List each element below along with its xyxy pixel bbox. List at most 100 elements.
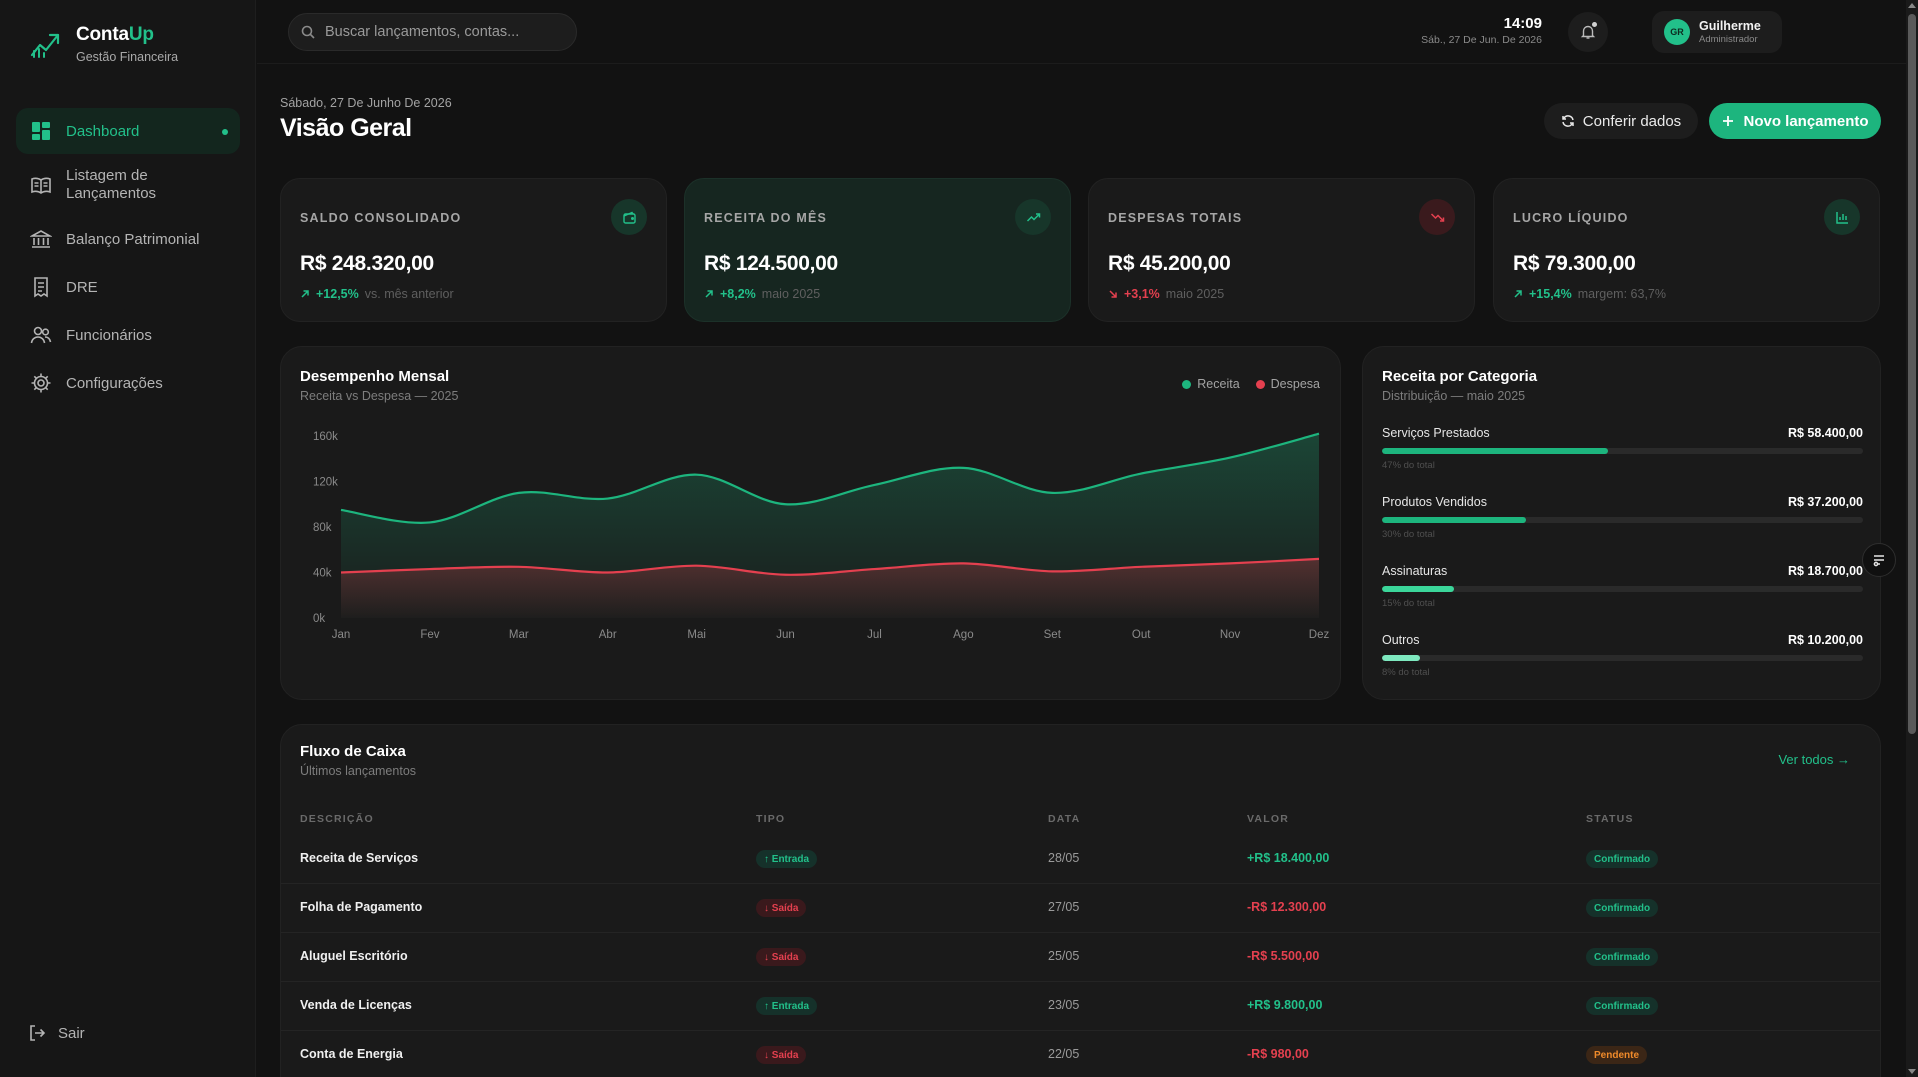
logout-button[interactable]: Sair (28, 1024, 85, 1042)
table-row[interactable]: Receita de Serviços ↑ Entrada 28/05 +R$ … (281, 835, 1880, 884)
column-header-status[interactable]: STATUS (1586, 813, 1634, 825)
category-item: Outros R$ 10.200,00 8% do total (1382, 633, 1863, 678)
sidebar-item-funcionarios[interactable]: Funcionários (16, 312, 240, 358)
row-date: 23/05 (1048, 998, 1080, 1012)
sidebar-item-dashboard[interactable]: Dashboard (16, 108, 240, 154)
active-indicator-dot (222, 129, 228, 135)
sidebar-item-dre[interactable]: DRE (16, 264, 240, 310)
category-amount: R$ 18.700,00 (1787, 564, 1863, 578)
legend-item-receita[interactable]: Receita (1182, 377, 1240, 391)
sidebar-item-listagem[interactable]: Listagem de Lançamentos (16, 156, 240, 214)
table-row[interactable]: Aluguel Escritório ↓ Saída 25/05 -R$ 5.5… (281, 933, 1880, 982)
category-progress-fill (1382, 517, 1527, 523)
kpi-pct: +3,1% (1124, 287, 1160, 301)
category-name: Assinaturas (1382, 564, 1448, 578)
see-all-link[interactable]: Ver todos → (1778, 752, 1850, 767)
cashflow-panel: Fluxo de Caixa Últimos lançamentos Ver t… (280, 724, 1881, 1077)
clock-date: Sáb., 27 De Jun. De 2026 (1421, 34, 1542, 46)
kpi-pct: +8,2% (720, 287, 756, 301)
user-menu[interactable]: GR Guilherme Administrador (1652, 11, 1782, 53)
logout-label: Sair (58, 1024, 85, 1042)
x-tick-label: Out (1132, 629, 1151, 641)
search-input[interactable] (325, 24, 565, 40)
status-badge: Confirmado (1586, 899, 1659, 917)
filter-settings-button[interactable] (1862, 543, 1896, 577)
status-badge: Pendente (1586, 1046, 1648, 1064)
x-tick-label: Fev (420, 629, 439, 641)
type-badge: ↓ Saída (756, 1046, 807, 1064)
brand-subtitle: Gestão Financeira (76, 50, 179, 64)
table-row[interactable]: Folha de Pagamento ↓ Saída 27/05 -R$ 12.… (281, 884, 1880, 933)
sidebar-item-configuracoes[interactable]: Configurações (16, 360, 240, 406)
scroll-up-arrow-icon[interactable] (1908, 3, 1916, 8)
new-entry-label: Novo lançamento (1743, 112, 1869, 130)
kpi-icon-badge (1419, 199, 1455, 235)
row-date: 27/05 (1048, 900, 1080, 914)
check-data-button[interactable]: Conferir dados (1544, 103, 1698, 139)
series-area-despesa (341, 558, 1319, 618)
page-scrollbar[interactable] (1906, 0, 1918, 1077)
row-date: 25/05 (1048, 949, 1080, 963)
category-share: 8% do total (1382, 667, 1430, 678)
sidebar-nav: Dashboard Listagem de Lançamentos Balanç… (16, 108, 240, 408)
sidebar-item-balanco[interactable]: Balanço Patrimonial (16, 216, 240, 262)
plus-icon (1723, 116, 1734, 126)
brand[interactable]: ContaUp Gestão Financeira (28, 24, 178, 64)
gear-icon (31, 373, 51, 393)
panel-title: Receita por Categoria (1382, 368, 1538, 385)
sidebar-item-label: Balanço Patrimonial (66, 230, 200, 248)
category-progress-fill (1382, 586, 1455, 592)
category-amount: R$ 10.200,00 (1787, 633, 1863, 647)
category-progress-track (1382, 448, 1863, 454)
wallet-icon (622, 211, 636, 224)
bar-chart-icon (1835, 211, 1848, 224)
row-date: 28/05 (1048, 851, 1080, 865)
x-tick-label: Jan (332, 629, 351, 641)
column-header-valor[interactable]: VALOR (1247, 813, 1289, 825)
column-header-data[interactable]: DATA (1048, 813, 1081, 825)
y-tick-label: 40k (313, 568, 332, 580)
kpi-card-receita: RECEITA DO MÊS R$ 124.500,00 +8,2% maio … (684, 178, 1071, 322)
table-row[interactable]: Venda de Licenças ↑ Entrada 23/05 +R$ 9.… (281, 982, 1880, 1031)
kpi-value: R$ 248.320,00 (300, 252, 434, 275)
table-row[interactable]: Conta de Energia ↓ Saída 22/05 -R$ 980,0… (281, 1031, 1880, 1077)
category-name: Outros (1382, 633, 1420, 647)
category-item: Produtos Vendidos R$ 37.200,00 30% do tot… (1382, 495, 1863, 540)
performance-panel: Desempenho Mensal Receita vs Despesa — 2… (280, 346, 1341, 700)
scroll-down-arrow-icon[interactable] (1908, 1069, 1916, 1074)
x-tick-label: Jul (867, 629, 882, 641)
kpi-label: DESPESAS TOTAIS (1108, 211, 1243, 225)
kpi-label: RECEITA DO MÊS (704, 211, 828, 225)
notifications-button[interactable] (1568, 12, 1608, 52)
kpi-value: R$ 124.500,00 (704, 252, 838, 275)
search-box[interactable] (288, 13, 577, 51)
column-header-tipo[interactable]: TIPO (756, 813, 786, 825)
y-tick-label: 80k (313, 522, 332, 534)
column-header-descricao[interactable]: DESCRIÇÃO (300, 813, 374, 825)
notification-dot (1592, 22, 1597, 27)
row-value: +R$ 18.400,00 (1247, 851, 1330, 865)
arrow-up-right-icon (301, 290, 309, 298)
user-role: Administrador (1699, 34, 1758, 45)
category-amount: R$ 58.400,00 (1787, 426, 1863, 440)
kpi-label: LUCRO LÍQUIDO (1513, 211, 1629, 225)
category-share: 15% do total (1382, 598, 1435, 609)
panel-subtitle: Distribuição — maio 2025 (1382, 389, 1526, 403)
type-badge: ↑ Entrada (756, 850, 818, 868)
receipt-icon (34, 277, 48, 298)
sliders-icon (1873, 555, 1884, 567)
legend-item-despesa[interactable]: Despesa (1255, 377, 1320, 391)
kpi-label: SALDO CONSOLIDADO (300, 211, 462, 225)
scrollbar-thumb[interactable] (1908, 14, 1916, 734)
category-amount: R$ 37.200,00 (1787, 495, 1863, 509)
category-item: Serviços Prestados R$ 58.400,00 47% do to… (1382, 426, 1863, 471)
status-badge: Confirmado (1586, 997, 1659, 1015)
y-tick-label: 120k (313, 477, 338, 489)
users-icon (30, 326, 52, 344)
page-title: Visão Geral (280, 114, 412, 142)
x-tick-label: Ago (953, 629, 973, 641)
row-description: Folha de Pagamento (300, 900, 423, 914)
y-tick-label: 0k (313, 613, 325, 625)
kpi-trend: +8,2% maio 2025 (704, 287, 820, 301)
new-entry-button[interactable]: Novo lançamento (1709, 103, 1881, 139)
